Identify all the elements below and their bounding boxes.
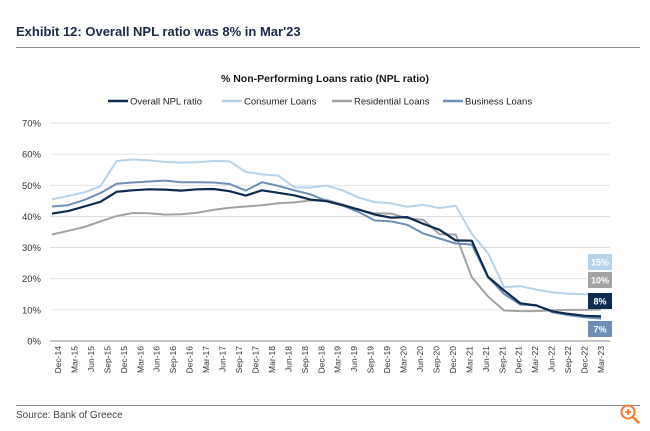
x-tick-label: Mar-19 <box>333 346 343 373</box>
x-tick-label: Mar-22 <box>530 346 540 373</box>
x-tick-label: Sep-21 <box>497 346 507 374</box>
legend-label-residential: Residential Loans <box>354 97 430 108</box>
y-tick-label: 40% <box>22 212 42 223</box>
x-tick-label: Mar-20 <box>399 346 409 373</box>
x-tick-label: Dec-21 <box>514 346 524 374</box>
x-tick-label: Mar-15 <box>69 346 79 373</box>
end-label-box-business <box>588 321 612 337</box>
x-tick-label: Dec-14 <box>53 346 63 374</box>
y-tick-label: 30% <box>22 243 42 254</box>
grid-lines <box>50 122 610 342</box>
x-tick-label: Dec-17 <box>250 346 260 374</box>
x-tick-label: Jun-21 <box>481 346 491 372</box>
x-tick-label: Sep-15 <box>102 346 112 374</box>
zoom-in-icon <box>620 404 640 424</box>
x-tick-label: Jun-20 <box>415 346 425 372</box>
x-tick-label: Jun-18 <box>283 346 293 372</box>
x-tick-label: Dec-16 <box>185 346 195 374</box>
y-tick-label: 50% <box>22 181 42 192</box>
x-tick-label: Sep-16 <box>168 346 178 374</box>
y-tick-label: 60% <box>22 150 42 161</box>
y-axis: 0% 10% 20% 30% 40% 50% 60% 70% <box>22 119 42 348</box>
series-line-overall <box>51 187 602 318</box>
x-tick-label: Mar-18 <box>267 346 277 373</box>
end-labels: 15% 10% 8% 7% <box>588 254 612 337</box>
zoom-button[interactable] <box>619 403 641 425</box>
end-label-box-residential <box>588 272 612 288</box>
chart-legend: Overall NPL ratio Consumer Loans Residenti… <box>108 97 532 108</box>
end-label-consumer: 15% <box>591 258 609 268</box>
y-tick-label: 0% <box>27 337 41 348</box>
series-lines <box>51 158 602 320</box>
y-tick-label: 70% <box>22 119 42 130</box>
x-tick-label: Mar-16 <box>135 346 145 373</box>
x-tick-label: Sep-18 <box>300 346 310 374</box>
y-tick-label: 20% <box>22 274 42 285</box>
npl-line-chart: % Non-Performing Loans ratio (NPL ratio)… <box>22 73 612 374</box>
legend-label-consumer: Consumer Loans <box>244 97 317 108</box>
series-line-consumer <box>51 158 602 296</box>
end-label-box-consumer <box>588 254 612 270</box>
footer-divider <box>16 405 640 406</box>
x-tick-label: Sep-20 <box>431 346 441 374</box>
end-label-residential: 10% <box>591 276 609 286</box>
x-tick-label: Mar-17 <box>201 346 211 373</box>
exhibit-title: Exhibit 12: Overall NPL ratio was 8% in … <box>16 24 301 39</box>
x-tick-label: Dec-18 <box>316 346 326 374</box>
legend-label-business: Business Loans <box>465 97 532 108</box>
source-note: Source: Bank of Greece <box>16 410 123 421</box>
end-label-business: 7% <box>593 325 606 335</box>
x-tick-label: Dec-20 <box>448 346 458 374</box>
x-axis: Dec-14 Mar-15 Jun-15 Sep-15 Dec-15 Mar-16 Jun-… <box>50 340 610 374</box>
x-tick-label: Jun-15 <box>86 346 96 372</box>
x-tick-label: Mar-21 <box>464 346 474 373</box>
legend-label-overall: Overall NPL ratio <box>130 97 202 108</box>
x-tick-label: Jun-17 <box>218 346 228 372</box>
x-tick-label: Sep-22 <box>563 346 573 374</box>
x-tick-label: Jun-16 <box>152 346 162 372</box>
y-tick-label: 10% <box>22 305 42 316</box>
x-tick-label: Jun-22 <box>547 346 557 372</box>
x-tick-label: Sep-17 <box>234 346 244 374</box>
chart-title: % Non-Performing Loans ratio (NPL ratio) <box>221 73 429 85</box>
end-label-box-overall <box>588 293 612 309</box>
title-divider <box>16 47 640 48</box>
x-tick-label: Dec-22 <box>580 346 590 374</box>
x-tick-label: Mar-23 <box>596 346 606 373</box>
x-tick-label: Jun-19 <box>349 346 359 372</box>
x-tick-label: Dec-19 <box>382 346 392 374</box>
x-tick-label: Dec-15 <box>119 346 129 374</box>
x-tick-label: Sep-19 <box>366 346 376 374</box>
end-label-overall: 8% <box>593 297 606 307</box>
